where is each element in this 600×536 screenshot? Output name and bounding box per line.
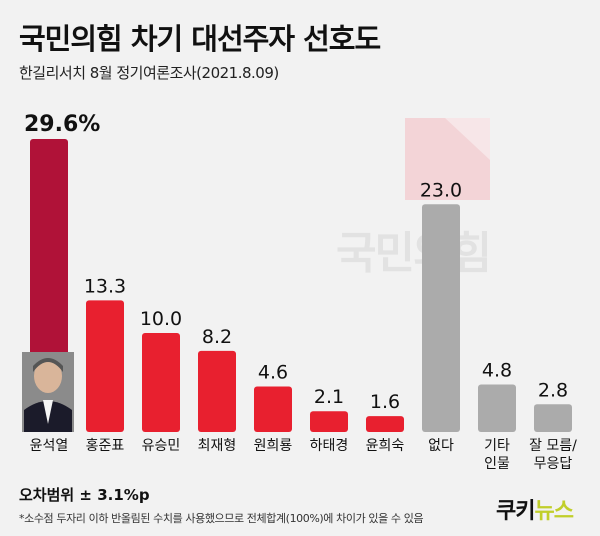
bar-2 bbox=[86, 300, 124, 432]
bar-10-value-label: 2.8 bbox=[538, 379, 568, 401]
chart-subtitle: 한길리서치 8월 정기여론조사(2021.8.09) bbox=[19, 64, 279, 82]
bar-7 bbox=[366, 416, 404, 432]
pink-accent-notch bbox=[445, 118, 490, 160]
bar-7-category-label: 윤희숙 bbox=[366, 438, 405, 454]
bar-7-value-label: 1.6 bbox=[370, 391, 400, 413]
bar-9-category-label-line-2: 인물 bbox=[484, 456, 510, 472]
kuki-news-logo: 쿠키뉴스 bbox=[496, 493, 574, 525]
bar-2-category-label: 홍준표 bbox=[86, 438, 125, 454]
bar-9 bbox=[478, 384, 516, 432]
bar-3 bbox=[142, 333, 180, 432]
candidate-portrait bbox=[22, 352, 74, 432]
bar-8 bbox=[422, 204, 460, 432]
watermark-text: 국민의힘 bbox=[336, 228, 490, 279]
bar-1-value-label: 29.6% bbox=[24, 112, 100, 137]
bar-3-category-label: 유승민 bbox=[142, 438, 181, 454]
bar-9-category-label-line-1: 기타 bbox=[484, 438, 510, 454]
bars-group: 29.6% 윤석열 13.3 홍준표 10.0 유승민 8.2 최재형 4.6 원희룡 2.1 하태경… bbox=[24, 112, 577, 472]
logo-part-kuki: 쿠키 bbox=[496, 499, 535, 524]
bar-5 bbox=[254, 386, 292, 432]
bar-8-category-label: 없다 bbox=[428, 438, 454, 454]
bar-10 bbox=[534, 404, 572, 432]
bar-8-value-label: 23.0 bbox=[420, 179, 462, 201]
bar-1-category-label: 윤석열 bbox=[30, 438, 69, 454]
footnote: *소수점 두자리 이하 반올림된 수치를 사용했으므로 전체합계(100%)에 … bbox=[19, 512, 424, 525]
bar-2-value-label: 13.3 bbox=[84, 275, 126, 297]
chart-title: 국민의힘 차기 대선주자 선호도 bbox=[19, 22, 381, 56]
bar-5-category-label: 원희룡 bbox=[254, 438, 293, 454]
logo-part-news: 뉴스 bbox=[534, 499, 573, 524]
bar-3-value-label: 10.0 bbox=[140, 308, 182, 330]
margin-of-error: 오차범위 ± 3.1%p bbox=[19, 486, 150, 504]
bar-4-value-label: 8.2 bbox=[202, 326, 232, 348]
bar-6-category-label: 하태경 bbox=[310, 438, 349, 454]
bar-6 bbox=[310, 411, 348, 432]
bar-6-value-label: 2.1 bbox=[314, 386, 344, 408]
bar-10-category-label-line-1: 잘 모름/ bbox=[529, 438, 577, 454]
bar-9-value-label: 4.8 bbox=[482, 359, 512, 381]
bar-4-category-label: 최재형 bbox=[198, 438, 237, 454]
bar-4 bbox=[198, 350, 236, 432]
bar-10-category-label-line-2: 무응답 bbox=[534, 456, 573, 472]
bar-5-value-label: 4.6 bbox=[258, 361, 288, 383]
